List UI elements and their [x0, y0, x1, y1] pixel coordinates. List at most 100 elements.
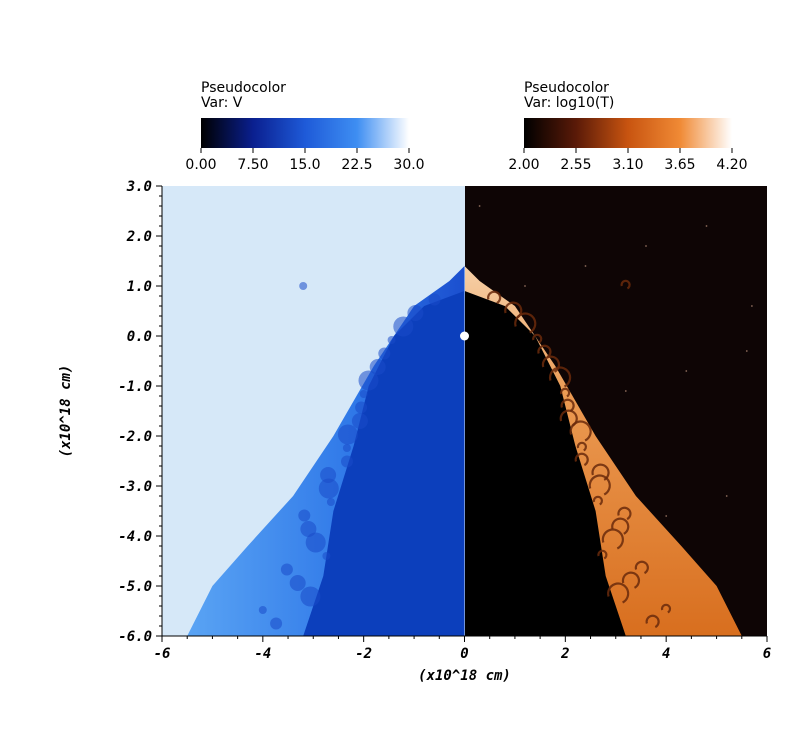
- velocity-eddy: [369, 359, 386, 375]
- velocity-eddy: [258, 606, 267, 614]
- legend-v-var: Var: V: [201, 95, 243, 111]
- velocity-eddy: [280, 563, 293, 576]
- legend-tick-label: 2.55: [560, 157, 591, 173]
- y-tick-label: 0.0: [127, 329, 152, 345]
- velocity-eddy: [289, 575, 306, 591]
- temperature-eddy: [592, 495, 603, 506]
- legend-tick-label: 4.20: [716, 157, 747, 173]
- temperature-eddy: [620, 279, 631, 290]
- velocity-eddy: [299, 282, 308, 290]
- y-tick-label: 3.0: [126, 179, 152, 195]
- velocity-eddy: [300, 586, 321, 607]
- velocity-eddy: [320, 467, 337, 483]
- y-tick-label: -3.0: [118, 479, 152, 495]
- velocity-eddy: [337, 424, 358, 445]
- y-tick-label: -2.0: [118, 429, 152, 445]
- legend-t: Pseudocolor Var: log10(T) 2.00 2.55 3.10 3.…: [508, 80, 747, 173]
- legend-tick-label: 15.0: [289, 157, 320, 173]
- temperature-eddy: [601, 528, 624, 550]
- speckle: [645, 245, 647, 247]
- velocity-eddy: [407, 305, 424, 321]
- velocity-eddy: [342, 444, 351, 452]
- temperature-eddy: [607, 582, 630, 604]
- legend-t-var: Var: log10(T): [524, 95, 614, 111]
- speckle: [478, 205, 481, 207]
- velocity-eddy: [322, 552, 331, 560]
- panel-velocity: [162, 186, 465, 636]
- legend-tick-label: 2.00: [508, 157, 539, 173]
- x-tick-label: 2: [560, 646, 569, 662]
- velocity-eddy: [355, 401, 368, 414]
- temperature-eddy: [532, 333, 543, 344]
- velocity-interior: [303, 291, 465, 636]
- velocity-eddy: [378, 347, 391, 360]
- temperature-eddy: [597, 549, 608, 560]
- velocity-eddy: [270, 617, 283, 630]
- y-axis-label: (x10^18 cm): [58, 365, 74, 458]
- y-tick-label: 1.0: [127, 279, 152, 295]
- y-tick-label: -1.0: [118, 379, 152, 395]
- legend-t-title: Pseudocolor: [524, 80, 609, 96]
- legend-tick-label: 22.5: [341, 157, 372, 173]
- y-tick-label: 2.0: [126, 229, 152, 245]
- x-tick-label: -6: [154, 646, 171, 662]
- velocity-eddy: [341, 455, 353, 468]
- legend-tick-label: 3.65: [664, 157, 695, 173]
- speckle: [624, 390, 627, 392]
- velocity-eddy: [318, 478, 339, 499]
- temperature-eddy: [560, 387, 571, 398]
- velocity-eddy: [305, 532, 326, 553]
- velocity-eddy: [428, 293, 441, 306]
- velocity-eddy: [300, 521, 317, 537]
- temperature-eddy: [514, 312, 537, 334]
- temperature-eddy: [588, 474, 611, 496]
- y-tick-label: -5.0: [118, 579, 152, 595]
- temperature-eddy: [660, 603, 672, 614]
- legend-t-ticks: 2.00 2.55 3.10 3.65 4.20: [508, 148, 748, 173]
- speckle: [524, 285, 526, 287]
- panel-temperature: [465, 186, 767, 636]
- x-tick-label: 0: [460, 646, 468, 662]
- speckle: [584, 265, 587, 267]
- speckle: [725, 495, 728, 497]
- velocity-eddies: [258, 282, 441, 630]
- velocity-eddy: [387, 336, 396, 344]
- legend-tick-label: 3.10: [612, 157, 643, 173]
- velocity-eddy: [359, 390, 368, 398]
- velocity-eddy: [298, 509, 311, 522]
- velocity-eddy: [358, 370, 379, 391]
- temperature-eddy: [560, 398, 575, 413]
- temperature-eddy: [487, 290, 502, 305]
- legend-v: Pseudocolor Var: V 0.00 7.50 15.0 22.5 30.0: [185, 80, 424, 173]
- speckle: [685, 370, 688, 372]
- temperature-eddy: [576, 441, 587, 452]
- speckle: [705, 225, 708, 227]
- speckle: [751, 305, 753, 307]
- temperature-eddy: [611, 517, 630, 535]
- axes: 3.0 2.0 1.0 0.0 -1.0 -2.0 -3.0 -4.0 -5.0 -6.0-6 -4…: [118, 179, 771, 662]
- legend-tick-label: 7.50: [237, 157, 268, 173]
- temperature-eddy: [634, 560, 649, 575]
- x-tick-label: -2: [355, 646, 372, 662]
- temperature-eddy: [645, 614, 660, 629]
- legend-tick-label: 30.0: [393, 157, 424, 173]
- temperature-eddy: [591, 463, 610, 481]
- temperature-eddy: [617, 506, 632, 521]
- temperature-eddy: [548, 366, 572, 388]
- speckle: [745, 350, 748, 352]
- temperature-eddy: [569, 420, 592, 442]
- velocity-eddy: [351, 413, 368, 429]
- legend-tick-label: 0.00: [185, 157, 216, 173]
- x-tick-label: 6: [763, 646, 771, 662]
- x-tick-label: -4: [254, 646, 271, 662]
- central-star-marker: [460, 331, 469, 341]
- speckle: [665, 515, 668, 517]
- legend-v-colorbar: [201, 118, 409, 148]
- temperature-eddies: [487, 279, 672, 629]
- temperature-eddy: [621, 571, 641, 589]
- temperature-eddy: [574, 452, 589, 467]
- legend-t-colorbar: [524, 118, 732, 148]
- temperature-eddy: [537, 344, 552, 359]
- temperature-interior: [465, 291, 626, 636]
